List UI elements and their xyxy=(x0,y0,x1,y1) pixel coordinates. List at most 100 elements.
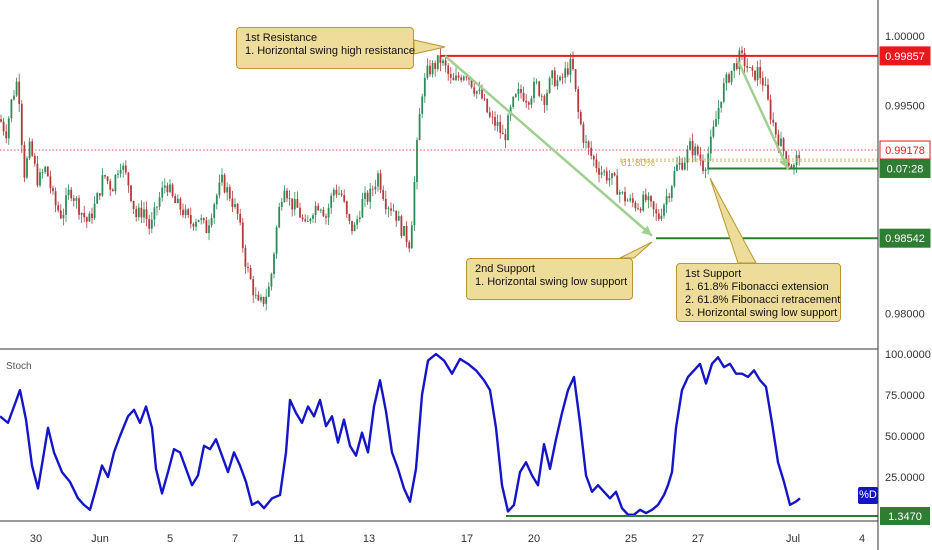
price-tag-label: 0.07:28 xyxy=(887,163,924,175)
candle-body xyxy=(481,89,483,99)
time-tick-label: 25 xyxy=(625,533,637,545)
time-tick-label: Jul xyxy=(786,533,800,545)
candle-body xyxy=(163,185,166,188)
candle-body xyxy=(743,52,746,66)
callout-1st-support: 1st Support 1. 61.8% Fibonacci extension… xyxy=(676,263,841,322)
candle-body xyxy=(369,188,372,202)
candle-body xyxy=(91,213,93,219)
candle-body xyxy=(728,74,730,83)
candle-body xyxy=(197,219,200,222)
candle-body xyxy=(306,221,309,222)
candle-body xyxy=(46,166,49,177)
candle-body xyxy=(637,208,639,210)
candle-body xyxy=(195,221,197,227)
candle-body xyxy=(400,216,403,236)
candle-body xyxy=(210,217,213,226)
candle-body xyxy=(465,76,468,78)
candle-body xyxy=(57,205,60,211)
candle-body xyxy=(683,162,686,170)
candle-body xyxy=(244,247,247,267)
candle-body xyxy=(231,198,234,207)
candle-body xyxy=(462,76,465,81)
candle-body xyxy=(746,65,749,68)
price-tag-label: 0.98542 xyxy=(885,233,925,245)
candle-body xyxy=(226,187,229,193)
candle-body xyxy=(449,73,452,78)
candle-body xyxy=(150,219,153,229)
candle-body xyxy=(538,81,541,96)
time-tick-label: 13 xyxy=(363,533,375,545)
candle-body xyxy=(470,79,473,88)
candle-body xyxy=(371,188,374,190)
candle-body xyxy=(252,279,255,296)
candle-body xyxy=(117,173,119,175)
candle-body xyxy=(182,209,184,216)
candle-body xyxy=(143,209,145,218)
candle-body xyxy=(397,216,400,221)
candle-body xyxy=(101,175,104,196)
candle-body xyxy=(767,84,769,100)
candle-body xyxy=(780,138,782,147)
candle-body xyxy=(390,208,392,211)
candle-body xyxy=(304,219,307,222)
candle-body xyxy=(603,171,606,173)
time-tick-label: 17 xyxy=(461,533,473,545)
candle-body xyxy=(738,50,741,69)
candle-body xyxy=(761,78,764,86)
time-tick-label: 11 xyxy=(293,533,304,545)
candle-body xyxy=(254,294,257,296)
candle-body xyxy=(543,96,546,105)
candle-body xyxy=(730,70,733,83)
candle-body xyxy=(522,92,525,101)
candle-body xyxy=(556,80,559,87)
candle-body xyxy=(49,176,52,189)
candle-body xyxy=(377,173,379,187)
candle-body xyxy=(644,194,647,201)
candle-body xyxy=(184,209,187,216)
candle-body xyxy=(283,190,286,202)
candle-body xyxy=(509,107,512,116)
candle-body xyxy=(70,189,73,199)
stoch-level-tag: 1.3470 xyxy=(880,507,930,525)
candle-body xyxy=(78,198,80,215)
candle-body xyxy=(114,174,117,192)
candle-body xyxy=(202,218,205,221)
candle-body xyxy=(533,81,535,99)
candle-body xyxy=(655,209,658,214)
candle-body xyxy=(663,204,665,216)
candle-body xyxy=(676,164,678,171)
callout-2nd-support: 2nd Support 1. Horizontal swing low supp… xyxy=(466,258,633,300)
candle-body xyxy=(488,112,491,117)
candle-body xyxy=(130,185,132,201)
candle-body xyxy=(137,207,140,218)
candle-body xyxy=(80,213,83,215)
candle-body xyxy=(330,195,333,208)
candle-body xyxy=(65,195,67,215)
candle-body xyxy=(759,67,762,79)
candle-body xyxy=(790,165,793,168)
candle-body xyxy=(52,188,54,192)
candle-body xyxy=(382,189,385,199)
candle-body xyxy=(348,214,351,221)
price-level-tag: 0.98542 xyxy=(879,228,931,248)
candle-body xyxy=(273,253,275,275)
candle-body xyxy=(403,226,405,236)
candle-body xyxy=(530,98,533,105)
stoch-tag-box xyxy=(880,507,930,525)
candle-body xyxy=(13,95,15,100)
candle-body xyxy=(442,60,444,64)
candle-body xyxy=(127,172,130,186)
callout-line: 2. 61.8% Fibonacci retracement xyxy=(685,294,841,306)
candle-body xyxy=(756,67,759,81)
candle-body xyxy=(85,217,88,222)
candle-body xyxy=(338,193,340,195)
candle-body xyxy=(62,214,65,219)
candle-body xyxy=(158,197,161,207)
candle-body xyxy=(0,119,2,122)
candle-body xyxy=(629,198,632,201)
candle-body xyxy=(260,297,262,301)
candle-body xyxy=(148,219,151,229)
candle-body xyxy=(423,77,426,97)
candle-body xyxy=(702,160,704,171)
